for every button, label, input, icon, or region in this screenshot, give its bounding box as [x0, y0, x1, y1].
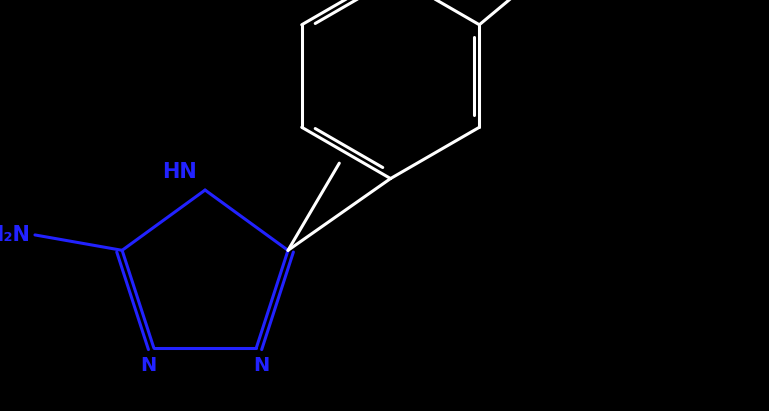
Text: HN: HN [162, 162, 197, 182]
Text: H₂N: H₂N [0, 225, 30, 245]
Text: N: N [141, 356, 157, 375]
Text: N: N [253, 356, 270, 375]
